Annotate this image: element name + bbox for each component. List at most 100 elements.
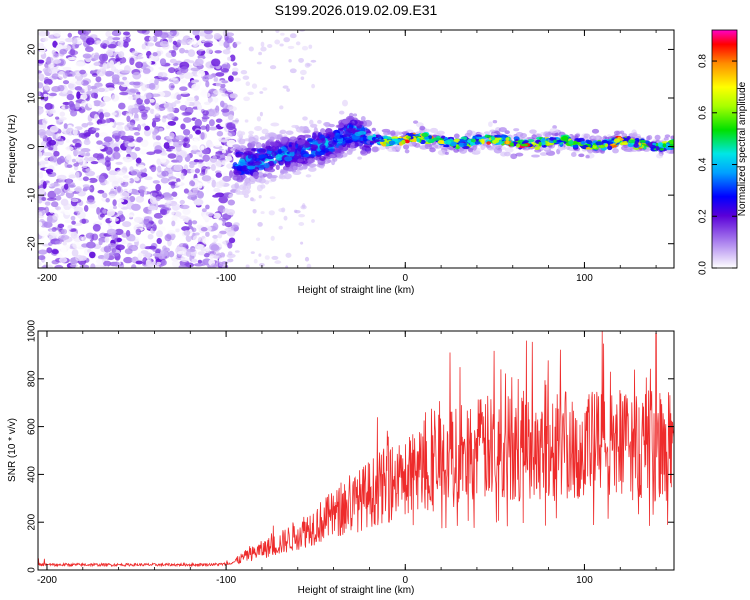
heatmap-cell bbox=[44, 201, 51, 206]
heatmap-cell bbox=[127, 187, 133, 194]
heatmap-cell bbox=[215, 72, 225, 77]
heatmap-cell bbox=[85, 241, 96, 249]
heatmap-cell bbox=[269, 136, 275, 141]
heatmap-cell bbox=[65, 146, 74, 151]
heatmap-cell bbox=[130, 203, 141, 211]
heatmap-cell bbox=[139, 149, 149, 155]
heatmap-cell bbox=[270, 235, 275, 241]
heatmap-cell bbox=[662, 143, 667, 148]
heatmap-cell bbox=[93, 62, 101, 66]
heatmap-cell bbox=[91, 73, 98, 77]
heatmap-cell bbox=[189, 139, 199, 146]
heatmap-cell bbox=[459, 148, 468, 154]
heatmap-cell bbox=[68, 100, 75, 108]
y-tick-label: -20 bbox=[27, 236, 38, 251]
heatmap-cell bbox=[175, 227, 180, 233]
heatmap-cell bbox=[373, 139, 381, 143]
heatmap-cell bbox=[56, 174, 67, 181]
heatmap-cell bbox=[379, 139, 385, 142]
heatmap-cell bbox=[51, 59, 62, 64]
heatmap-cell bbox=[283, 37, 291, 43]
heatmap-cell bbox=[244, 119, 249, 123]
heatmap-cell bbox=[233, 170, 242, 176]
heatmap-cell bbox=[304, 256, 310, 262]
heatmap-cell bbox=[234, 250, 240, 253]
heatmap-cell bbox=[519, 132, 528, 139]
heatmap-cell bbox=[515, 152, 524, 157]
heatmap-cell bbox=[165, 210, 175, 216]
heatmap-cell bbox=[221, 93, 229, 97]
heatmap-cell bbox=[111, 74, 120, 81]
heatmap-cell bbox=[126, 214, 134, 218]
heatmap-cell bbox=[188, 134, 193, 139]
heatmap-cell bbox=[171, 203, 181, 211]
heatmap-cell bbox=[256, 61, 262, 65]
heatmap-cell bbox=[210, 101, 217, 110]
heatmap-cell bbox=[83, 204, 89, 212]
heatmap-cell bbox=[180, 123, 186, 130]
heatmap-cell bbox=[217, 232, 223, 239]
heatmap-cell bbox=[341, 118, 351, 124]
heatmap-cell bbox=[401, 139, 406, 145]
heatmap-cell bbox=[137, 252, 143, 259]
heatmap-cell bbox=[139, 243, 146, 250]
heatmap-cell bbox=[196, 151, 203, 155]
heatmap-cell bbox=[73, 165, 79, 171]
heatmap-cell bbox=[207, 97, 213, 103]
heatmap-cell bbox=[177, 181, 182, 185]
heatmap-cell bbox=[90, 263, 96, 268]
heatmap-cell bbox=[278, 208, 285, 213]
heatmap-cell bbox=[389, 145, 398, 149]
heatmap-cell bbox=[191, 83, 200, 91]
heatmap-cell bbox=[87, 249, 92, 253]
heatmap-cell bbox=[182, 208, 191, 215]
heatmap-cell bbox=[194, 232, 200, 236]
heatmap-cell bbox=[179, 204, 190, 210]
heatmap-cell bbox=[220, 121, 226, 128]
heatmap-cell bbox=[63, 123, 68, 129]
heatmap-cell bbox=[38, 187, 46, 196]
heatmap-cell bbox=[139, 109, 149, 114]
heatmap-cell bbox=[85, 170, 96, 177]
heatmap-cell bbox=[315, 151, 323, 156]
heatmap-cell bbox=[104, 160, 111, 168]
heatmap-cell bbox=[180, 38, 189, 46]
heatmap-cell bbox=[105, 31, 111, 37]
heatmap-cell bbox=[153, 128, 158, 135]
heatmap-cell bbox=[55, 206, 61, 211]
heatmap-cell bbox=[175, 145, 182, 152]
heatmap-cell bbox=[531, 134, 537, 140]
heatmap-cell bbox=[133, 216, 143, 224]
heatmap-cell bbox=[388, 140, 396, 146]
heatmap-cell bbox=[248, 46, 254, 52]
heatmap-cell bbox=[143, 216, 153, 222]
heatmap-cell bbox=[55, 37, 66, 44]
heatmap-cell bbox=[159, 32, 169, 39]
heatmap-cell bbox=[429, 147, 436, 153]
x-tick-label: 0 bbox=[402, 575, 408, 586]
colorbar-label: Normalized spectral amplitude bbox=[737, 81, 748, 216]
heatmap-cell bbox=[201, 116, 210, 120]
heatmap-cell bbox=[504, 147, 514, 153]
heatmap-cell bbox=[101, 141, 111, 148]
heatmap-cell bbox=[175, 135, 185, 141]
heatmap-cell bbox=[626, 136, 631, 140]
heatmap-cell bbox=[257, 222, 263, 227]
heatmap-cell bbox=[225, 32, 235, 37]
heatmap-cell bbox=[663, 137, 669, 141]
heatmap-cell bbox=[202, 110, 209, 116]
heatmap-cell bbox=[39, 161, 49, 165]
heatmap-cell bbox=[148, 36, 155, 42]
heatmap-cell bbox=[572, 144, 579, 149]
heatmap-cell bbox=[38, 261, 42, 267]
heatmap-cell bbox=[158, 253, 165, 260]
heatmap-cell bbox=[185, 250, 191, 257]
heatmap-cell bbox=[275, 154, 283, 161]
heatmap-cell bbox=[155, 183, 162, 192]
heatmap-cell bbox=[298, 166, 304, 171]
heatmap-cell bbox=[103, 252, 110, 260]
heatmap-cell bbox=[59, 234, 70, 240]
spectrogram-frame bbox=[37, 29, 675, 269]
heatmap-cell bbox=[160, 152, 168, 156]
